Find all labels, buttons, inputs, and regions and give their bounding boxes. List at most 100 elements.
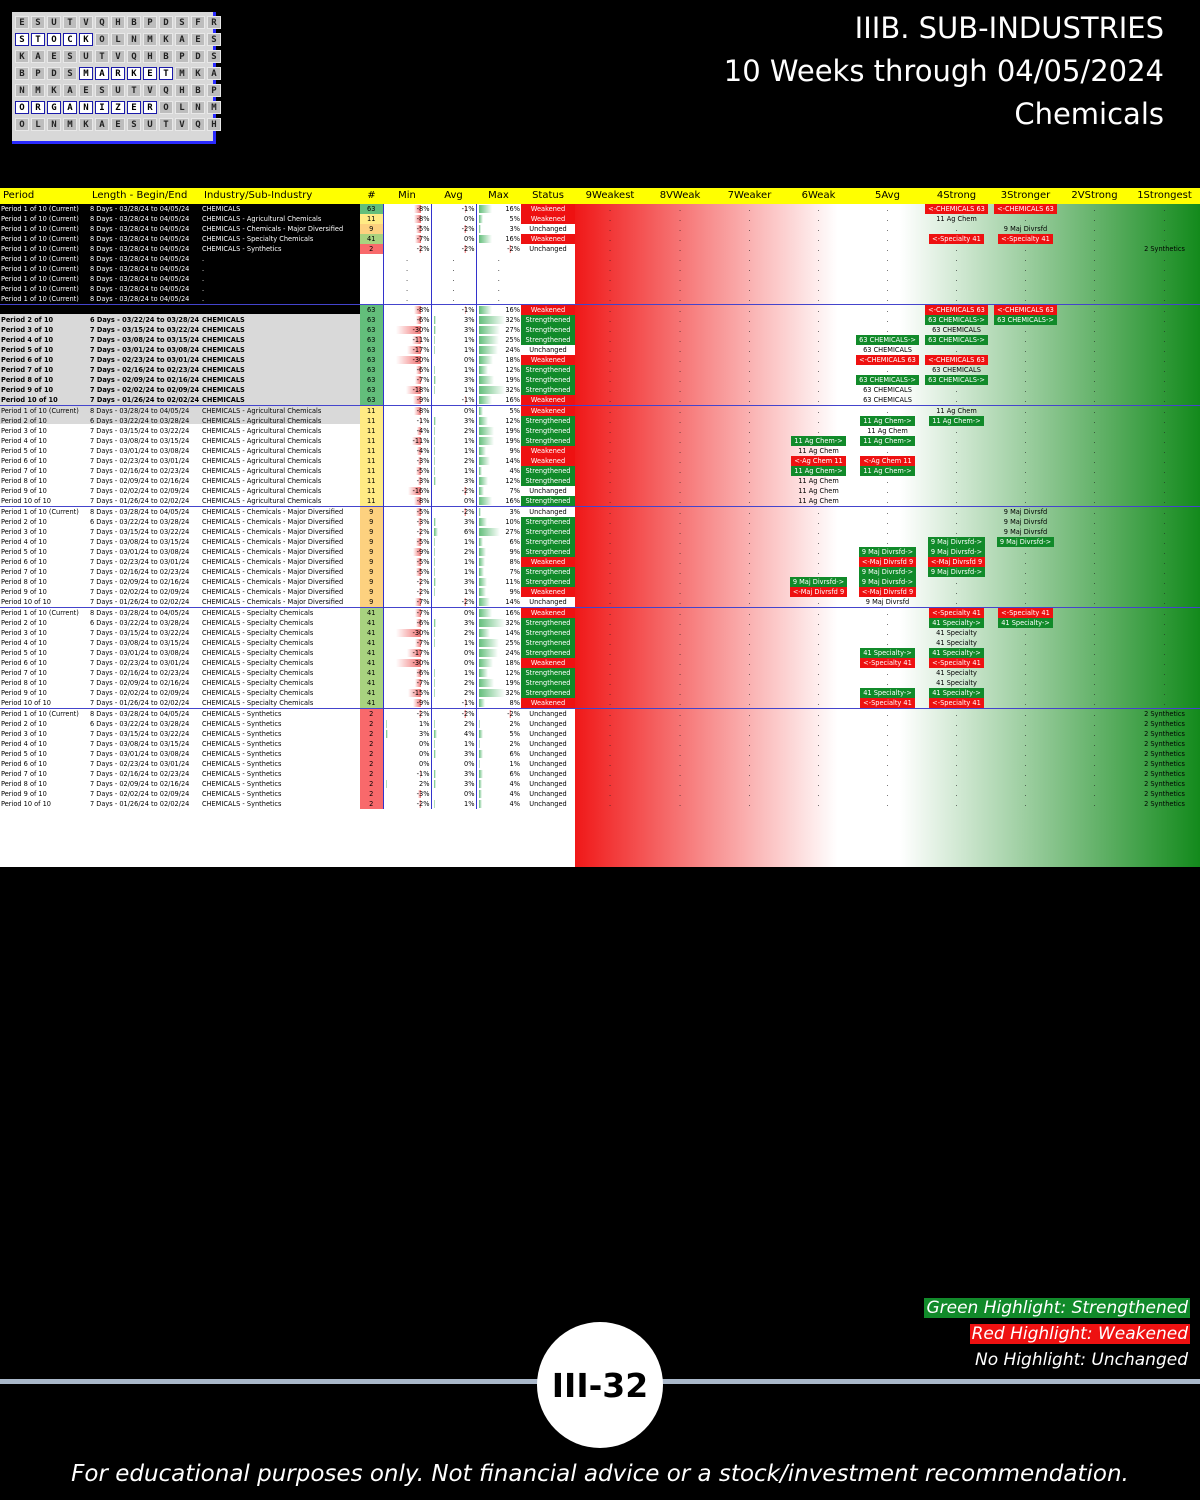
avg-value: 0%: [464, 356, 475, 364]
cell-industry: CHEMICALS - Chemicals - Major Diversifie…: [202, 588, 344, 596]
cell-vstrong2: .: [1093, 619, 1096, 627]
column-header-length[interactable]: Length - Begin/End: [89, 188, 201, 204]
cell-vstrong2: .: [1093, 386, 1096, 394]
cell-vstrong2: .: [1060, 506, 1129, 517]
column-header-weakest9[interactable]: 9Weakest: [575, 188, 645, 204]
column-header-weaker7[interactable]: 7Weaker: [715, 188, 784, 204]
cell-avg5: .: [886, 528, 889, 536]
cell-max: 16%: [475, 304, 521, 315]
status-badge: Strengthened: [521, 476, 575, 486]
cell-min: .: [382, 284, 431, 294]
column-header-period[interactable]: Period: [0, 188, 89, 204]
cell-max: .: [475, 264, 521, 274]
cell-weakest9: .: [608, 750, 612, 758]
cell-industry: CHEMICALS: [202, 316, 245, 324]
column-header-vweak8[interactable]: 8VWeak: [645, 188, 715, 204]
column-header-min[interactable]: Min: [383, 188, 431, 204]
column-header-max[interactable]: Max: [476, 188, 521, 204]
avg-value: 2%: [464, 457, 475, 465]
max-data-bar: [478, 699, 485, 707]
column-header-status[interactable]: Status: [521, 188, 575, 204]
status-badge: Weakened: [521, 304, 575, 315]
cell-weakest9: .: [608, 598, 612, 606]
cell-count: .: [370, 295, 373, 303]
cell-weakest9: .: [608, 800, 612, 808]
cell-stronger3: .: [1024, 477, 1027, 485]
cell-avg: 3%: [430, 577, 476, 587]
logo-cell: A: [207, 67, 221, 80]
column-header-vstrong2[interactable]: 2VStrong: [1060, 188, 1129, 204]
cell-min: -8%: [382, 405, 431, 416]
max-data-bar: [478, 306, 492, 314]
cell-stronger3: .: [991, 708, 1060, 719]
cell-strongest1: .: [1163, 487, 1166, 495]
max-value: 27%: [505, 326, 520, 334]
cell-weakest9: .: [608, 316, 612, 324]
min-data-bar: [413, 548, 421, 556]
max-value: 6%: [509, 750, 520, 758]
cell-length: 7 Days - 01/26/24 to 02/02/24: [90, 699, 190, 707]
cell-max: 32%: [475, 315, 521, 325]
cell-stronger3: .: [1024, 326, 1027, 334]
cell-vweak8: .: [678, 255, 682, 263]
column-header-stronger3[interactable]: 3Stronger: [991, 188, 1060, 204]
column-header-avg[interactable]: Avg: [431, 188, 476, 204]
cell-weak6: .: [817, 629, 820, 637]
cell-max: 2%: [475, 719, 521, 729]
cell-min: -30%: [382, 628, 431, 638]
cell-avg: -2%: [430, 506, 476, 517]
cell-vstrong2: .: [1060, 607, 1129, 618]
cell-count: .: [370, 255, 373, 263]
cell-stronger3: <-Specialty 41: [991, 607, 1060, 618]
cell-weak6: .: [817, 790, 820, 798]
cell-avg: 4%: [430, 729, 476, 739]
column-header-strongest1[interactable]: 1Strongest: [1129, 188, 1200, 204]
cell-min: -9%: [382, 395, 431, 406]
cell-count: 63: [360, 325, 383, 335]
cell-max: 7%: [475, 486, 521, 496]
table-row: Period 3 of 10 7 Days - 03/15/24 to 03/22…: [0, 527, 1200, 537]
cell-period: Period 7 of 10: [1, 568, 47, 576]
cell-max: 32%: [475, 618, 521, 628]
min-data-bar: [408, 689, 421, 697]
cell-weak6: .: [817, 427, 820, 435]
column-header-avg5[interactable]: 5Avg: [853, 188, 922, 204]
cell-strongest1: 2 Synthetics: [1129, 759, 1200, 769]
column-header-industry[interactable]: Industry/Sub-Industry: [201, 188, 360, 204]
min-value: -8%: [416, 205, 430, 213]
min-data-bar: [417, 427, 421, 435]
avg-value: 1%: [464, 336, 475, 344]
cell-min: 3%: [382, 729, 431, 739]
cell-weak6: .: [817, 316, 820, 324]
cell-vstrong2: .: [1093, 528, 1096, 536]
max-value: 12%: [505, 366, 520, 374]
page-number: III-32: [537, 1322, 663, 1448]
cell-min: -16%: [382, 486, 431, 496]
cell-weaker7: .: [715, 506, 784, 517]
min-data-bar: [405, 386, 421, 394]
status-badge: Strengthened: [521, 385, 575, 395]
cell-vweak8: .: [678, 245, 682, 253]
cell-count: 2: [360, 759, 383, 769]
status-badge: Strengthened: [521, 416, 575, 426]
cell-industry: CHEMICALS - Specialty Chemicals: [202, 659, 314, 667]
max-value: 9%: [509, 447, 520, 455]
cell-vstrong2: .: [1093, 366, 1096, 374]
cell-weaker7: .: [748, 548, 751, 556]
column-header-count[interactable]: #: [360, 188, 383, 204]
cell-weak6: .: [817, 649, 820, 657]
cell-strongest1: .: [1163, 386, 1166, 394]
min-data-bar: [414, 205, 421, 213]
logo-cell: Q: [95, 16, 109, 29]
cell-avg5: 9 Maj Divrsfd->: [853, 567, 922, 577]
cell-min: -5%: [382, 466, 431, 476]
max-data-bar: [478, 619, 505, 627]
cell-avg5: .: [886, 720, 889, 728]
cell-vstrong2: .: [1093, 487, 1096, 495]
cell-strong4: .: [955, 275, 958, 283]
cell-avg: 1%: [430, 537, 476, 547]
cell-vweak8: .: [678, 730, 682, 738]
column-header-weak6[interactable]: 6Weak: [784, 188, 853, 204]
column-header-strong4[interactable]: 4Strong: [922, 188, 991, 204]
